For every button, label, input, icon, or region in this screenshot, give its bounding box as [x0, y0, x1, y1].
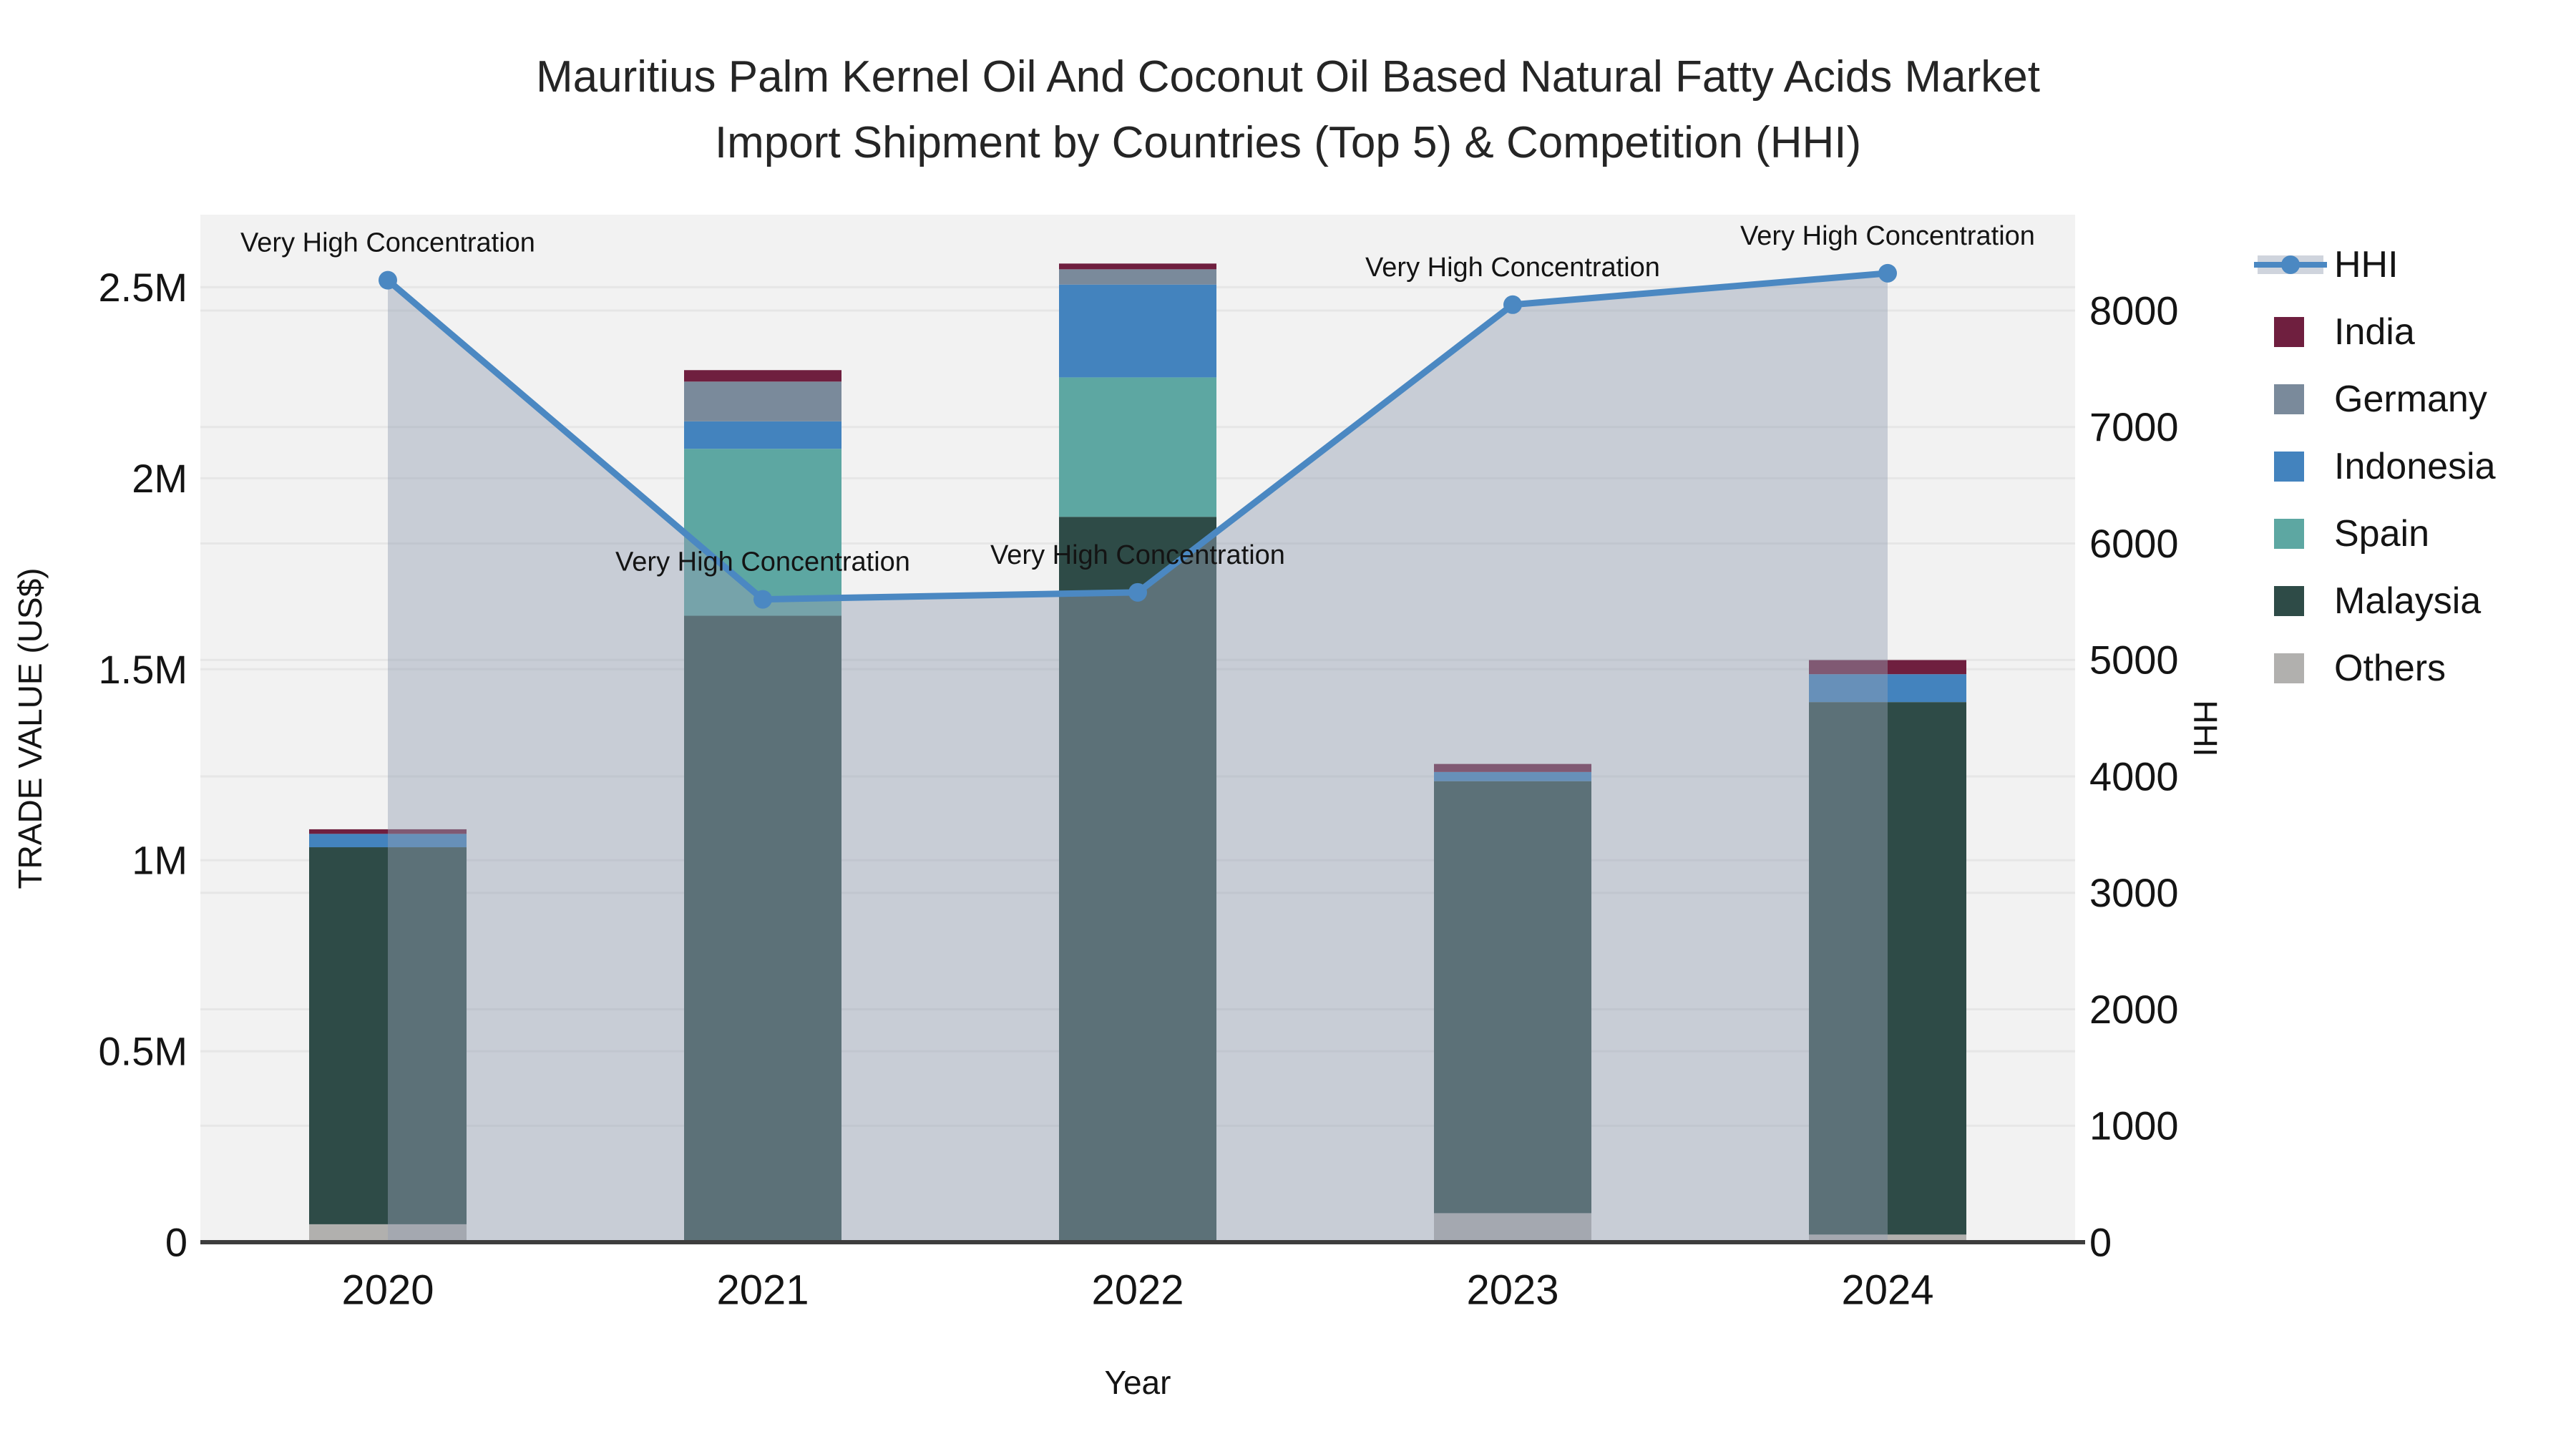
hhi-marker-2021[interactable]	[753, 590, 772, 609]
chart-title-line1: Mauritius Palm Kernel Oil And Coconut Oi…	[536, 52, 2040, 102]
legend-swatch-others	[2274, 653, 2304, 683]
bar-segment-2022-spain[interactable]	[1059, 377, 1216, 517]
bar-segment-2023-others[interactable]	[1434, 1213, 1591, 1242]
y-right-tick-4000: 4000	[2089, 753, 2179, 799]
bar-segment-2020-india[interactable]	[309, 829, 467, 834]
hhi-annotation-2022: Very High Concentration	[990, 540, 1285, 570]
bar-segment-2020-indonesia[interactable]	[309, 834, 467, 848]
x-tick-2022: 2022	[1091, 1267, 1184, 1314]
legend-item-hhi[interactable]: HHI	[2254, 244, 2399, 286]
chart-title: Mauritius Palm Kernel Oil And Coconut Oi…	[0, 44, 2576, 176]
bar-segment-2022-germany[interactable]	[1059, 269, 1216, 285]
y-right-tick-3000: 3000	[2089, 870, 2179, 915]
bar-segment-2023-indonesia[interactable]	[1434, 771, 1591, 781]
legend-swatch-indonesia	[2274, 452, 2304, 482]
y-left-axis-title: TRADE VALUE (US$)	[11, 567, 49, 889]
y-left-tick-1M: 1M	[132, 838, 187, 883]
x-tick-2023: 2023	[1466, 1267, 1558, 1314]
x-axis-title: Year	[1105, 1364, 1171, 1401]
legend-label-indonesia: Indonesia	[2334, 446, 2496, 487]
bar-segment-2024-malaysia[interactable]	[1809, 702, 1966, 1235]
chart-title-line2: Import Shipment by Countries (Top 5) & C…	[714, 118, 1862, 167]
legend-swatch-germany	[2274, 384, 2304, 414]
legend-item-indonesia[interactable]: Indonesia	[2274, 446, 2496, 487]
bar-segment-2020-others[interactable]	[309, 1224, 467, 1242]
legend-item-india[interactable]: India	[2274, 311, 2415, 353]
legend-label-india: India	[2334, 311, 2415, 353]
bar-segment-2021-germany[interactable]	[684, 381, 841, 421]
bar-segment-2021-malaysia[interactable]	[684, 615, 841, 1242]
legend-item-spain[interactable]: Spain	[2274, 513, 2429, 555]
y-right-axis-title: HHI	[2187, 700, 2224, 756]
legend-label-hhi: HHI	[2334, 244, 2399, 286]
hhi-marker-2020[interactable]	[379, 270, 397, 290]
bar-segment-2024-indonesia[interactable]	[1809, 674, 1966, 703]
hhi-area-fill	[388, 273, 1888, 1243]
x-tick-2021: 2021	[716, 1267, 809, 1314]
bar-segment-2022-india[interactable]	[1059, 263, 1216, 270]
bar-segment-2021-india[interactable]	[684, 370, 841, 382]
bar-segment-2021-spain[interactable]	[684, 449, 841, 616]
x-tick-2020: 2020	[341, 1267, 434, 1314]
y-left-tick-0: 0	[165, 1220, 187, 1265]
legend-label-spain: Spain	[2334, 513, 2429, 555]
legend-swatch-malaysia	[2274, 586, 2304, 616]
legend-label-others: Others	[2334, 648, 2446, 689]
hhi-marker-2023[interactable]	[1503, 295, 1522, 314]
legend-item-germany[interactable]: Germany	[2274, 379, 2487, 420]
hhi-marker-2022[interactable]	[1128, 582, 1147, 602]
y-left-tick-1.5M: 1.5M	[99, 647, 188, 692]
bar-segment-2023-malaysia[interactable]	[1434, 781, 1591, 1214]
y-right-tick-6000: 6000	[2089, 521, 2179, 566]
legend-label-malaysia: Malaysia	[2334, 580, 2481, 622]
y-right-tick-0: 0	[2089, 1220, 2112, 1265]
y-left-tick-0.5M: 0.5M	[99, 1029, 188, 1074]
bar-segment-2023-india[interactable]	[1434, 763, 1591, 772]
hhi-legend-marker	[2281, 255, 2300, 274]
bar-segment-2022-indonesia[interactable]	[1059, 284, 1216, 378]
y-left-tick-2M: 2M	[132, 456, 187, 501]
y-right-tick-8000: 8000	[2089, 288, 2179, 333]
y-right-tick-1000: 1000	[2089, 1103, 2179, 1148]
legend-swatch-india	[2274, 317, 2304, 347]
bar-segment-2022-malaysia[interactable]	[1059, 517, 1216, 1242]
bar-segment-2024-india[interactable]	[1809, 660, 1966, 675]
hhi-annotation-2020: Very High Concentration	[240, 228, 535, 258]
legend-item-malaysia[interactable]: Malaysia	[2274, 580, 2481, 622]
y-right-tick-5000: 5000	[2089, 638, 2179, 683]
y-right-tick-2000: 2000	[2089, 987, 2179, 1032]
y-right-tick-7000: 7000	[2089, 404, 2179, 449]
bar-segment-2021-indonesia[interactable]	[684, 421, 841, 449]
hhi-annotation-2021: Very High Concentration	[615, 547, 910, 577]
hhi-annotation-2023: Very High Concentration	[1365, 253, 1660, 283]
x-tick-2024: 2024	[1841, 1267, 1933, 1314]
y-left-tick-2.5M: 2.5M	[99, 265, 188, 310]
legend-item-others[interactable]: Others	[2274, 648, 2446, 689]
hhi-marker-2024[interactable]	[1878, 263, 1897, 283]
legend-swatch-spain	[2274, 519, 2304, 549]
bar-segment-2024-others[interactable]	[1809, 1234, 1966, 1242]
hhi-annotation-2024: Very High Concentration	[1740, 221, 2035, 251]
bar-segment-2020-malaysia[interactable]	[309, 847, 467, 1224]
legend-label-germany: Germany	[2334, 379, 2487, 420]
